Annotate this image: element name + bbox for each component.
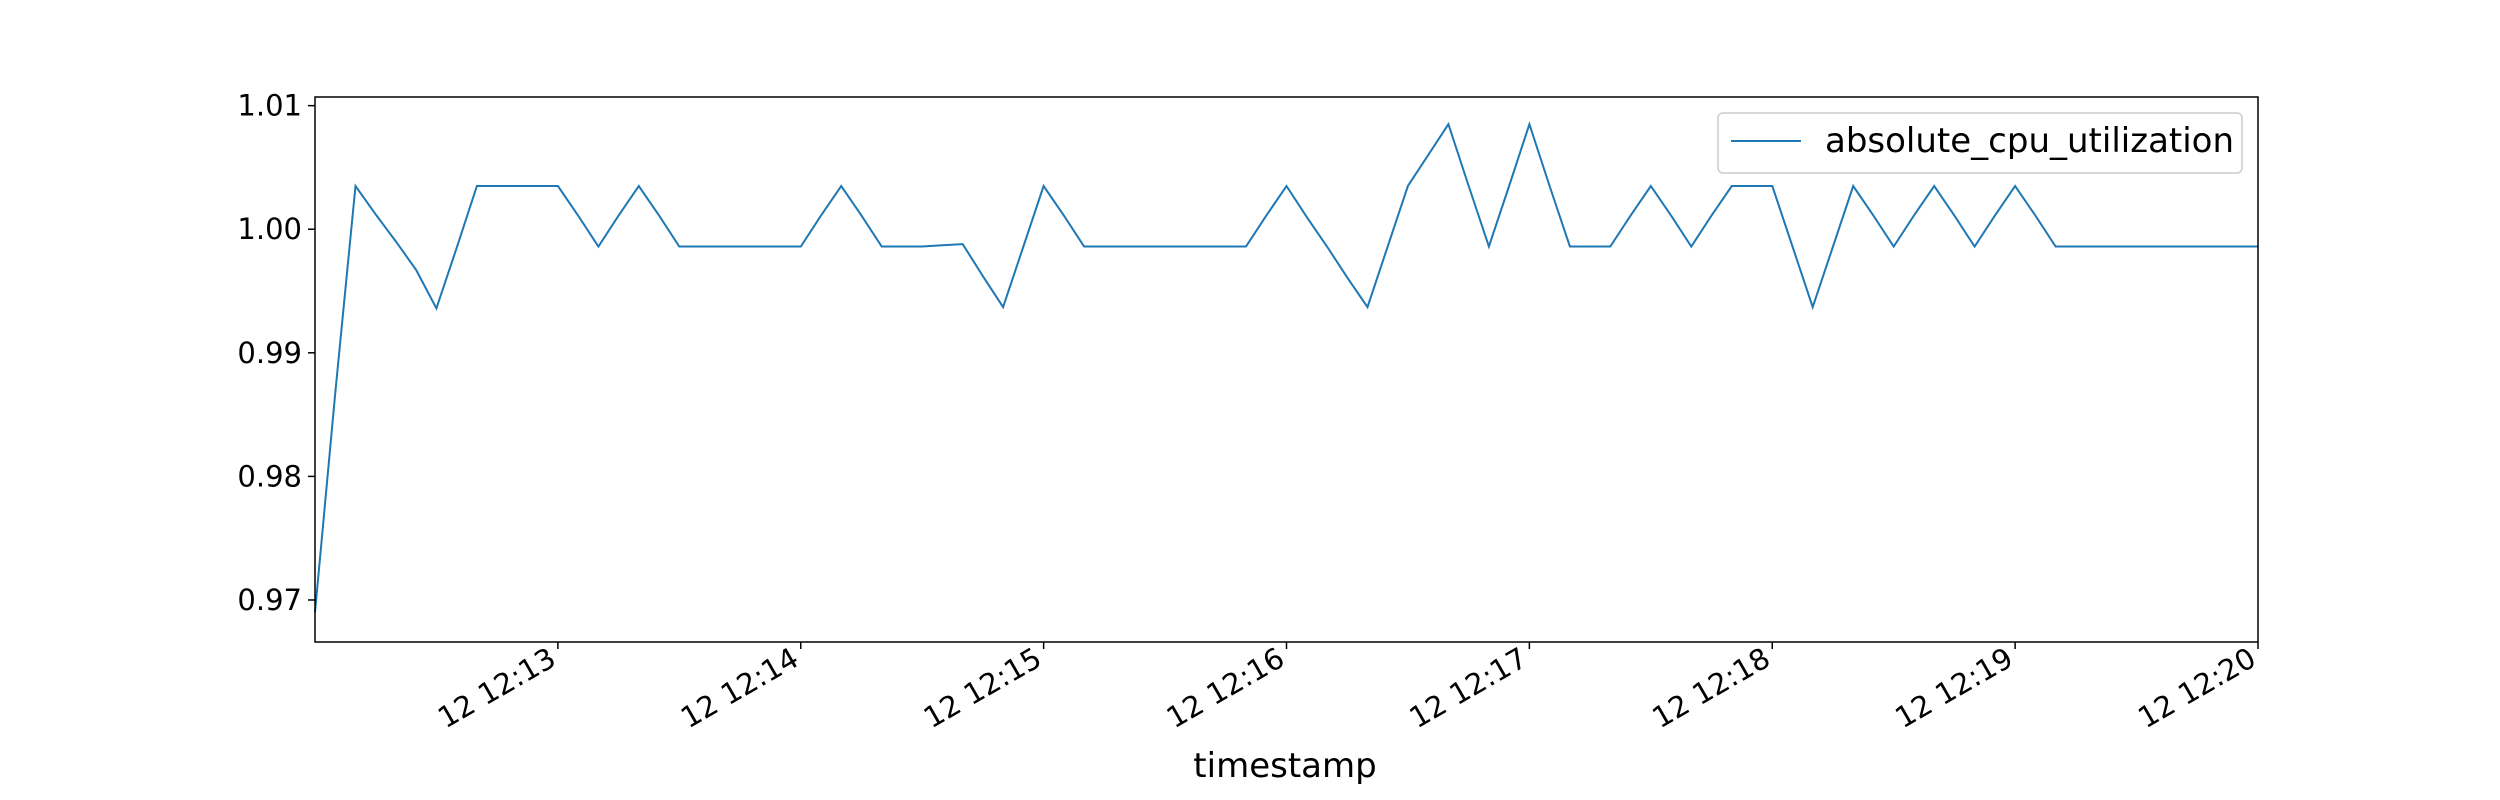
y-tick-label: 0.97 xyxy=(237,583,302,617)
plot-frame xyxy=(314,96,2259,643)
legend: absolute_cpu_utilization xyxy=(1717,112,2243,174)
x-axis: 12 12:13 12 12:14 12 12:15 12 12:16 12 12:17… xyxy=(432,641,2261,735)
y-tick-label: 1.00 xyxy=(237,212,302,246)
y-tick-label: 0.98 xyxy=(237,459,302,493)
x-tick-label: 12 12:18 xyxy=(1646,641,1775,735)
y-tick-label: 0.99 xyxy=(237,336,302,370)
x-tick-label: 12 12:20 xyxy=(2132,641,2261,735)
y-axis: 0.97 0.98 0.99 1.00 1.01 xyxy=(237,89,315,617)
x-tick-label: 12 12:16 xyxy=(1161,641,1290,735)
x-tick-label: 12 12:15 xyxy=(918,641,1047,735)
x-tick-label: 12 12:19 xyxy=(1889,641,2018,735)
x-tick-label: 12 12:14 xyxy=(675,641,804,735)
x-tick-label: 12 12:17 xyxy=(1404,641,1533,735)
legend-label: absolute_cpu_utilization xyxy=(1825,121,2234,161)
legend-box xyxy=(1717,112,2243,174)
plot-area xyxy=(314,96,2259,643)
y-tick-label: 1.01 xyxy=(237,89,302,123)
x-tick-label: 12 12:13 xyxy=(432,641,561,735)
x-axis-title: timestamp xyxy=(1193,746,1376,786)
series-line-0 xyxy=(314,120,2258,613)
